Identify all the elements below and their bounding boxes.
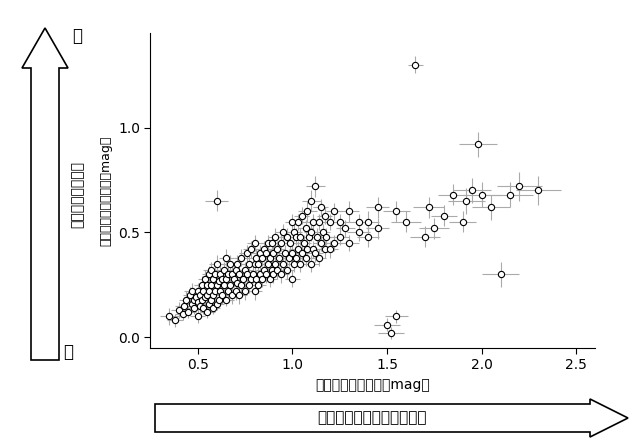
Text: 大: 大 (72, 27, 82, 45)
Text: 少　星のダスト形成量　多: 少 星のダスト形成量 多 (317, 411, 428, 425)
Y-axis label: 中間赤外線変光振幅［mag］: 中間赤外線変光振幅［mag］ (99, 135, 113, 246)
Polygon shape (155, 399, 628, 437)
Polygon shape (22, 28, 68, 360)
Text: 星の明るさの変化: 星の明るさの変化 (70, 160, 84, 228)
Text: 小: 小 (63, 343, 73, 361)
X-axis label: 中間赤外線カラー［mag］: 中間赤外線カラー［mag］ (316, 378, 430, 392)
